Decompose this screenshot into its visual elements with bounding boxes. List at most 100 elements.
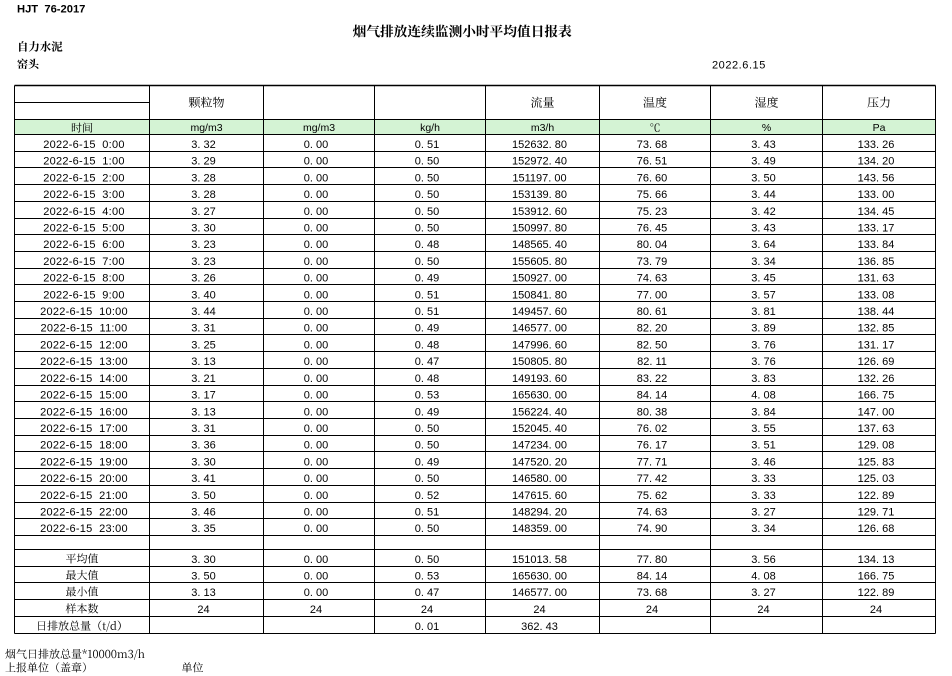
svg-text:3. 64: 3. 64	[751, 239, 775, 251]
svg-text:0. 50: 0. 50	[415, 256, 439, 268]
svg-text:24: 24	[421, 604, 433, 616]
svg-text:0. 48: 0. 48	[415, 373, 439, 385]
svg-text:24: 24	[533, 604, 545, 616]
svg-text:3. 56: 3. 56	[751, 554, 775, 566]
svg-text:155605. 80: 155605. 80	[512, 256, 567, 268]
svg-text:%: %	[762, 122, 771, 134]
svg-text:0. 00: 0. 00	[304, 406, 328, 418]
svg-text:3. 45: 3. 45	[751, 273, 775, 285]
svg-text:3. 50: 3. 50	[751, 172, 775, 184]
svg-text:2022-6-15 11:00: 2022-6-15 11:00	[41, 323, 128, 335]
svg-text:148294. 20: 148294. 20	[512, 507, 567, 519]
svg-text:165630. 00: 165630. 00	[512, 390, 567, 402]
svg-text:150927. 00: 150927. 00	[512, 273, 567, 285]
svg-text:77. 42: 77. 42	[637, 473, 668, 485]
svg-text:76. 60: 76. 60	[637, 172, 668, 184]
svg-text:0. 50: 0. 50	[415, 423, 439, 435]
svg-text:152045. 40: 152045. 40	[512, 423, 567, 435]
svg-text:0. 00: 0. 00	[304, 156, 328, 168]
svg-text:3. 50: 3. 50	[191, 490, 215, 502]
svg-text:137. 63: 137. 63	[858, 423, 895, 435]
svg-text:0. 00: 0. 00	[304, 306, 328, 318]
svg-text:3. 44: 3. 44	[191, 306, 215, 318]
svg-text:133. 17: 133. 17	[858, 223, 895, 235]
svg-text:0. 49: 0. 49	[415, 273, 439, 285]
svg-text:83. 22: 83. 22	[637, 373, 668, 385]
svg-text:0. 53: 0. 53	[415, 571, 439, 583]
svg-text:mg/m3: mg/m3	[303, 122, 335, 134]
svg-text:2022-6-15 6:00: 2022-6-15 6:00	[43, 239, 124, 251]
svg-text:2022-6-15 22:00: 2022-6-15 22:00	[40, 507, 128, 519]
svg-text:133. 00: 133. 00	[858, 189, 895, 201]
svg-text:3. 26: 3. 26	[191, 273, 215, 285]
svg-text:0. 47: 0. 47	[415, 587, 439, 599]
svg-text:3. 32: 3. 32	[191, 139, 215, 151]
svg-text:0. 50: 0. 50	[415, 523, 439, 535]
svg-text:166. 75: 166. 75	[858, 571, 895, 583]
svg-text:0. 51: 0. 51	[415, 139, 439, 151]
svg-text:3. 57: 3. 57	[751, 289, 775, 301]
svg-text:0. 49: 0. 49	[415, 406, 439, 418]
svg-text:3. 27: 3. 27	[191, 206, 215, 218]
svg-text:2022-6-15 19:00: 2022-6-15 19:00	[40, 456, 128, 468]
svg-text:150997. 80: 150997. 80	[512, 223, 567, 235]
svg-text:2022-6-15 9:00: 2022-6-15 9:00	[43, 289, 124, 301]
svg-text:0. 00: 0. 00	[304, 223, 328, 235]
svg-text:131. 17: 131. 17	[858, 339, 895, 351]
svg-text:3. 81: 3. 81	[751, 306, 775, 318]
svg-text:143. 56: 143. 56	[858, 172, 895, 184]
svg-text:3. 25: 3. 25	[191, 339, 215, 351]
svg-text:76. 51: 76. 51	[637, 156, 668, 168]
svg-text:150805. 80: 150805. 80	[512, 356, 567, 368]
svg-text:73. 79: 73. 79	[637, 256, 668, 268]
svg-text:129. 08: 129. 08	[858, 440, 895, 452]
svg-text:2022-6-15 7:00: 2022-6-15 7:00	[43, 256, 124, 268]
svg-text:0. 48: 0. 48	[415, 339, 439, 351]
svg-text:2022-6-15 4:00: 2022-6-15 4:00	[43, 206, 124, 218]
svg-text:136. 85: 136. 85	[858, 256, 895, 268]
svg-text:0. 00: 0. 00	[304, 571, 328, 583]
svg-text:134. 45: 134. 45	[858, 206, 895, 218]
svg-text:126. 68: 126. 68	[858, 523, 895, 535]
svg-text:3. 34: 3. 34	[751, 256, 775, 268]
svg-text:77. 80: 77. 80	[637, 554, 668, 566]
svg-text:3. 23: 3. 23	[191, 256, 215, 268]
svg-text:0. 00: 0. 00	[304, 390, 328, 402]
svg-text:150841. 80: 150841. 80	[512, 289, 567, 301]
svg-text:2022-6-15 3:00: 2022-6-15 3:00	[43, 189, 124, 201]
svg-text:73. 68: 73. 68	[637, 587, 668, 599]
svg-text:2022-6-15 16:00: 2022-6-15 16:00	[40, 406, 128, 418]
svg-text:74. 63: 74. 63	[637, 273, 668, 285]
svg-text:2022-6-15 17:00: 2022-6-15 17:00	[40, 423, 128, 435]
svg-text:82. 20: 82. 20	[637, 323, 668, 335]
svg-text:0. 00: 0. 00	[304, 339, 328, 351]
svg-text:122. 89: 122. 89	[858, 587, 895, 599]
svg-text:2022-6-15 1:00: 2022-6-15 1:00	[43, 156, 124, 168]
svg-text:0. 00: 0. 00	[304, 189, 328, 201]
svg-text:147615. 60: 147615. 60	[512, 490, 567, 502]
svg-text:24: 24	[197, 604, 209, 616]
svg-text:125. 83: 125. 83	[858, 456, 895, 468]
svg-text:132. 85: 132. 85	[858, 323, 895, 335]
svg-text:147520. 20: 147520. 20	[512, 456, 567, 468]
svg-text:24: 24	[757, 604, 769, 616]
svg-text:3. 13: 3. 13	[191, 406, 215, 418]
svg-text:4. 08: 4. 08	[751, 571, 775, 583]
svg-text:2022-6-15 8:00: 2022-6-15 8:00	[43, 273, 124, 285]
svg-text:3. 30: 3. 30	[191, 456, 215, 468]
svg-text:0. 00: 0. 00	[304, 587, 328, 599]
svg-text:2022-6-15 10:00: 2022-6-15 10:00	[40, 306, 128, 318]
svg-text:3. 50: 3. 50	[191, 571, 215, 583]
svg-text:125. 03: 125. 03	[858, 473, 895, 485]
svg-text:156224. 40: 156224. 40	[512, 406, 567, 418]
svg-text:0. 49: 0. 49	[415, 323, 439, 335]
svg-text:0. 00: 0. 00	[304, 239, 328, 251]
svg-text:0. 49: 0. 49	[415, 456, 439, 468]
svg-text:2022-6-15 0:00: 2022-6-15 0:00	[43, 139, 124, 151]
svg-text:84. 14: 84. 14	[637, 390, 668, 402]
svg-text:3. 76: 3. 76	[751, 339, 775, 351]
svg-text:134. 20: 134. 20	[858, 156, 895, 168]
svg-text:0. 50: 0. 50	[415, 473, 439, 485]
svg-text:3. 28: 3. 28	[191, 172, 215, 184]
svg-text:0. 00: 0. 00	[304, 206, 328, 218]
